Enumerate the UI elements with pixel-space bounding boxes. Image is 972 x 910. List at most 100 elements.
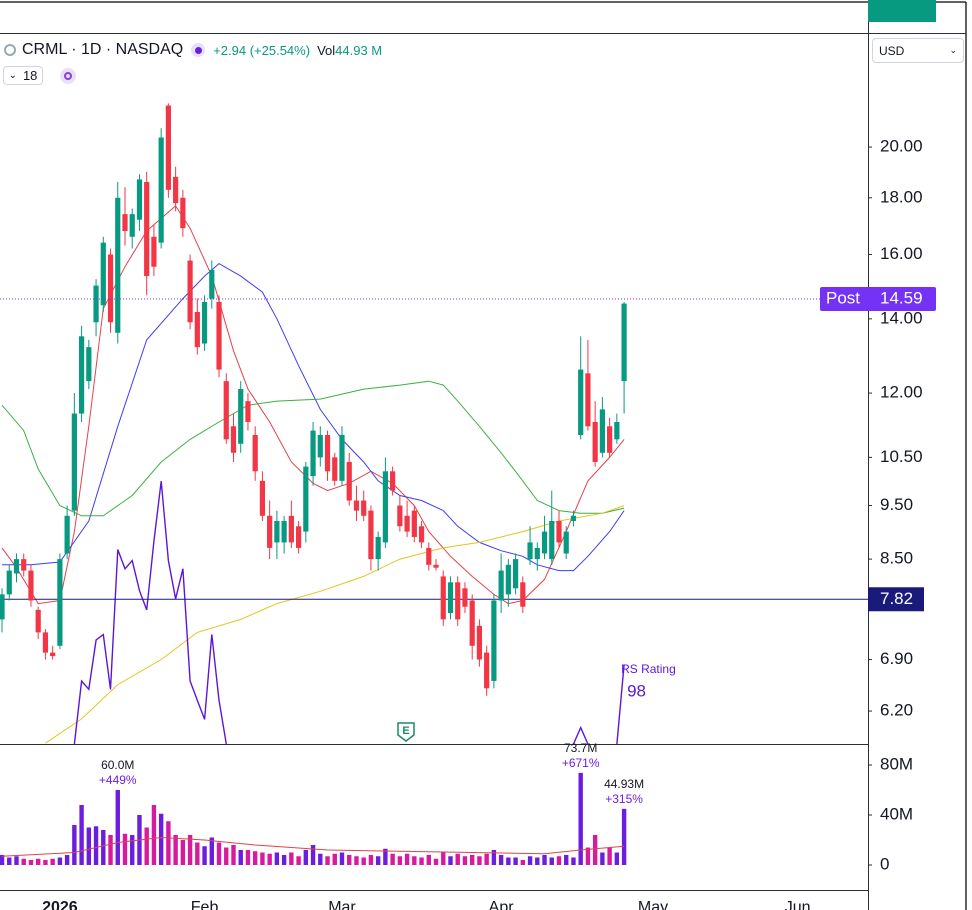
candle-body [216, 301, 222, 370]
candle-body [201, 301, 208, 344]
candle-body [614, 421, 620, 440]
volume-label: Vol [317, 42, 336, 58]
volume-bar [195, 842, 200, 865]
last-price-tag [868, 0, 936, 22]
candle-body [317, 434, 323, 458]
candle-body [180, 197, 186, 229]
x-tick-label: May [638, 899, 668, 910]
candle-body [556, 521, 562, 543]
volume-bar [57, 857, 63, 865]
moving-average [45, 505, 625, 744]
volume-bar [535, 857, 540, 865]
candle-body [527, 542, 533, 560]
candle-body [455, 582, 461, 620]
y-tick-label: 14.00 [880, 308, 923, 327]
legend-header: CRML · 1D · NASDAQ +2.94 (+25.54%) Vol 4… [0, 38, 382, 62]
currency-select[interactable]: USD ⌄ [872, 38, 964, 63]
volume-bar [209, 837, 214, 865]
moving-average [2, 262, 625, 572]
y-tick-label: 12.00 [880, 383, 923, 402]
refresh-icon[interactable] [60, 67, 76, 84]
volume-bar [469, 855, 475, 865]
volume-bar [383, 848, 388, 865]
volume-bar [571, 857, 576, 865]
candle-body [57, 559, 63, 646]
y-tick-label: 16.00 [880, 244, 923, 263]
volume-bar [296, 856, 301, 865]
volume-bar [361, 857, 366, 865]
volume-tick-label: 80M [880, 754, 913, 773]
candle-body [418, 526, 425, 543]
volume-bar [527, 856, 533, 865]
indicator-toggle[interactable]: ⌄ 18 [3, 66, 43, 85]
volume-bar [166, 821, 171, 865]
candle-body [115, 197, 121, 333]
candle-body [35, 609, 41, 633]
earnings-marker: E [397, 722, 415, 742]
level-tag [868, 587, 924, 612]
session-icon [191, 43, 206, 57]
volume-bar [79, 805, 84, 865]
candle-body [324, 434, 331, 472]
candle-body [621, 303, 627, 382]
candle-body [295, 526, 302, 548]
candle-body [462, 588, 468, 607]
volume-bar [93, 826, 99, 865]
volume-label: 44.93M [604, 777, 644, 791]
volume-bar [578, 772, 583, 865]
volume-label: 60.0M [101, 758, 134, 772]
volume-change: +315% [605, 792, 643, 806]
volume-bar [600, 852, 605, 865]
x-tick-label: 2026 [42, 899, 78, 910]
candle-body [173, 176, 179, 204]
candle-body [549, 521, 555, 560]
volume-bar [325, 856, 330, 865]
volume-bar [289, 852, 294, 865]
post-tag [820, 286, 936, 311]
candle-body [165, 105, 171, 190]
volume-bar [455, 853, 460, 865]
candle-body [476, 625, 483, 660]
symbol[interactable]: CRML · 1D · NASDAQ [22, 41, 184, 58]
currency: USD [879, 43, 905, 58]
candle-body [578, 369, 584, 435]
volume-bar [426, 855, 431, 865]
candle-body [223, 381, 229, 440]
y-tick-label: 8.50 [880, 549, 913, 568]
volume-bar [72, 825, 77, 865]
volume-bar [397, 856, 403, 865]
post-price: 14.59 [880, 288, 923, 307]
candle-body [310, 430, 316, 477]
candle-body [440, 576, 446, 620]
candle-body [281, 521, 287, 543]
volume-tick-label: 0 [880, 854, 889, 873]
volume-bar [484, 853, 489, 865]
x-tick-label: Mar [328, 899, 356, 910]
volume-bar [43, 860, 48, 865]
candle-body [303, 466, 309, 532]
candle-body [599, 409, 605, 453]
candle-body [332, 457, 338, 481]
volume-bar [0, 855, 5, 865]
candle-body [512, 559, 519, 589]
volume-bar [621, 808, 627, 865]
candle-body [426, 547, 432, 565]
axes: 20.00 18.00 16.00 14.00 12.00 10.50 9.50 8.50 6.… [42, 0, 936, 910]
x-tick-label: Feb [191, 899, 219, 910]
candle-body [267, 515, 273, 548]
volume-bar [173, 835, 178, 865]
volume-bar [21, 858, 26, 865]
volume-bar [187, 835, 193, 865]
candle-body [100, 242, 106, 306]
candle-body [50, 652, 56, 657]
candle-body [520, 582, 526, 607]
candle-body [158, 137, 164, 243]
candle-body [505, 564, 511, 595]
candle-body [353, 500, 360, 511]
volume-bar [354, 856, 359, 865]
volume-bar [180, 840, 186, 865]
candle-body [86, 347, 92, 382]
chevron: ⌄ [8, 70, 17, 81]
volume-bar [151, 805, 157, 865]
candle-body [129, 214, 135, 237]
